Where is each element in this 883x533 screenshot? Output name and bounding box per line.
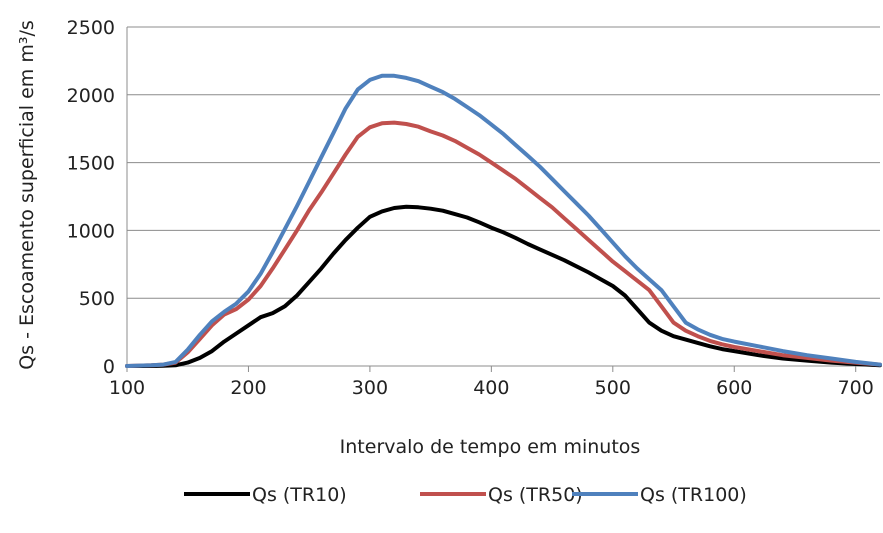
- legend: Qs (TR10) Qs (TR50) Qs (TR100): [184, 484, 747, 506]
- x-tick-label: 500: [595, 377, 631, 399]
- x-tick-label: 600: [716, 377, 752, 399]
- series-line-2: [125, 73, 882, 368]
- gridlines: [127, 26, 880, 299]
- x-tick-label: 100: [109, 377, 145, 399]
- legend-label-2: Qs (TR100): [640, 484, 747, 506]
- y-axis-title: Qs - Escoamento superficial em m³/s: [16, 20, 38, 370]
- x-tick-labels: 100 200 300 400 500 600 700: [109, 377, 874, 399]
- x-tick-label: 700: [838, 377, 874, 399]
- series-line-1: [125, 120, 882, 368]
- axes: [126, 27, 880, 372]
- y-tick-label: 1500: [67, 153, 115, 175]
- series-lines: [125, 73, 882, 368]
- x-tick-label: 300: [352, 377, 388, 399]
- y-tick-label: 2500: [67, 17, 115, 39]
- y-tick-label: 500: [79, 288, 115, 310]
- y-tick-label: 0: [103, 356, 115, 378]
- x-axis-title: Intervalo de tempo em minutos: [340, 436, 641, 458]
- x-tick-label: 200: [230, 377, 266, 399]
- series-line-0: [125, 204, 882, 368]
- x-tick-label: 400: [473, 377, 509, 399]
- y-tick-label: 2000: [67, 85, 115, 107]
- y-tick-label: 1000: [67, 220, 115, 242]
- y-tick-labels: 0 500 1000 1500 2000 2500: [67, 17, 115, 378]
- legend-label-1: Qs (TR50): [488, 484, 583, 506]
- legend-label-0: Qs (TR10): [252, 484, 347, 506]
